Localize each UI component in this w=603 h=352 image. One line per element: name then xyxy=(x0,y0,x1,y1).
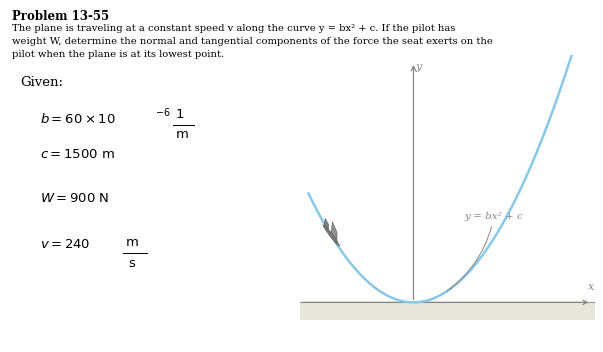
Text: $W = 900\ \mathrm{N}$: $W = 900\ \mathrm{N}$ xyxy=(40,192,110,205)
Text: $1$: $1$ xyxy=(175,108,185,121)
Text: weight W, determine the normal and tangential components of the force the seat e: weight W, determine the normal and tange… xyxy=(12,37,493,46)
Polygon shape xyxy=(324,218,329,232)
Polygon shape xyxy=(323,225,339,246)
Text: $\mathrm{m}$: $\mathrm{m}$ xyxy=(175,128,189,141)
Text: x: x xyxy=(588,282,594,292)
Text: $c = 1500\ \mathrm{m}$: $c = 1500\ \mathrm{m}$ xyxy=(40,148,115,161)
Text: The plane is traveling at a constant speed v along the curve y = bx² + c. If the: The plane is traveling at a constant spe… xyxy=(12,24,455,33)
Text: Given:: Given: xyxy=(20,76,63,89)
Text: $\mathrm{s}$: $\mathrm{s}$ xyxy=(128,257,136,270)
Text: $b = 60 \times 10$: $b = 60 \times 10$ xyxy=(40,112,116,126)
Text: Problem 13-55: Problem 13-55 xyxy=(12,10,109,23)
Text: y: y xyxy=(415,62,422,72)
Text: $\mathrm{m}$: $\mathrm{m}$ xyxy=(125,236,139,249)
Text: y = bx² + c: y = bx² + c xyxy=(447,212,523,291)
Text: pilot when the plane is at its lowest point.: pilot when the plane is at its lowest po… xyxy=(12,50,224,59)
Text: $-6$: $-6$ xyxy=(155,106,171,118)
Text: $v = 240$: $v = 240$ xyxy=(40,238,90,251)
Bar xyxy=(300,302,595,320)
Polygon shape xyxy=(330,222,337,243)
